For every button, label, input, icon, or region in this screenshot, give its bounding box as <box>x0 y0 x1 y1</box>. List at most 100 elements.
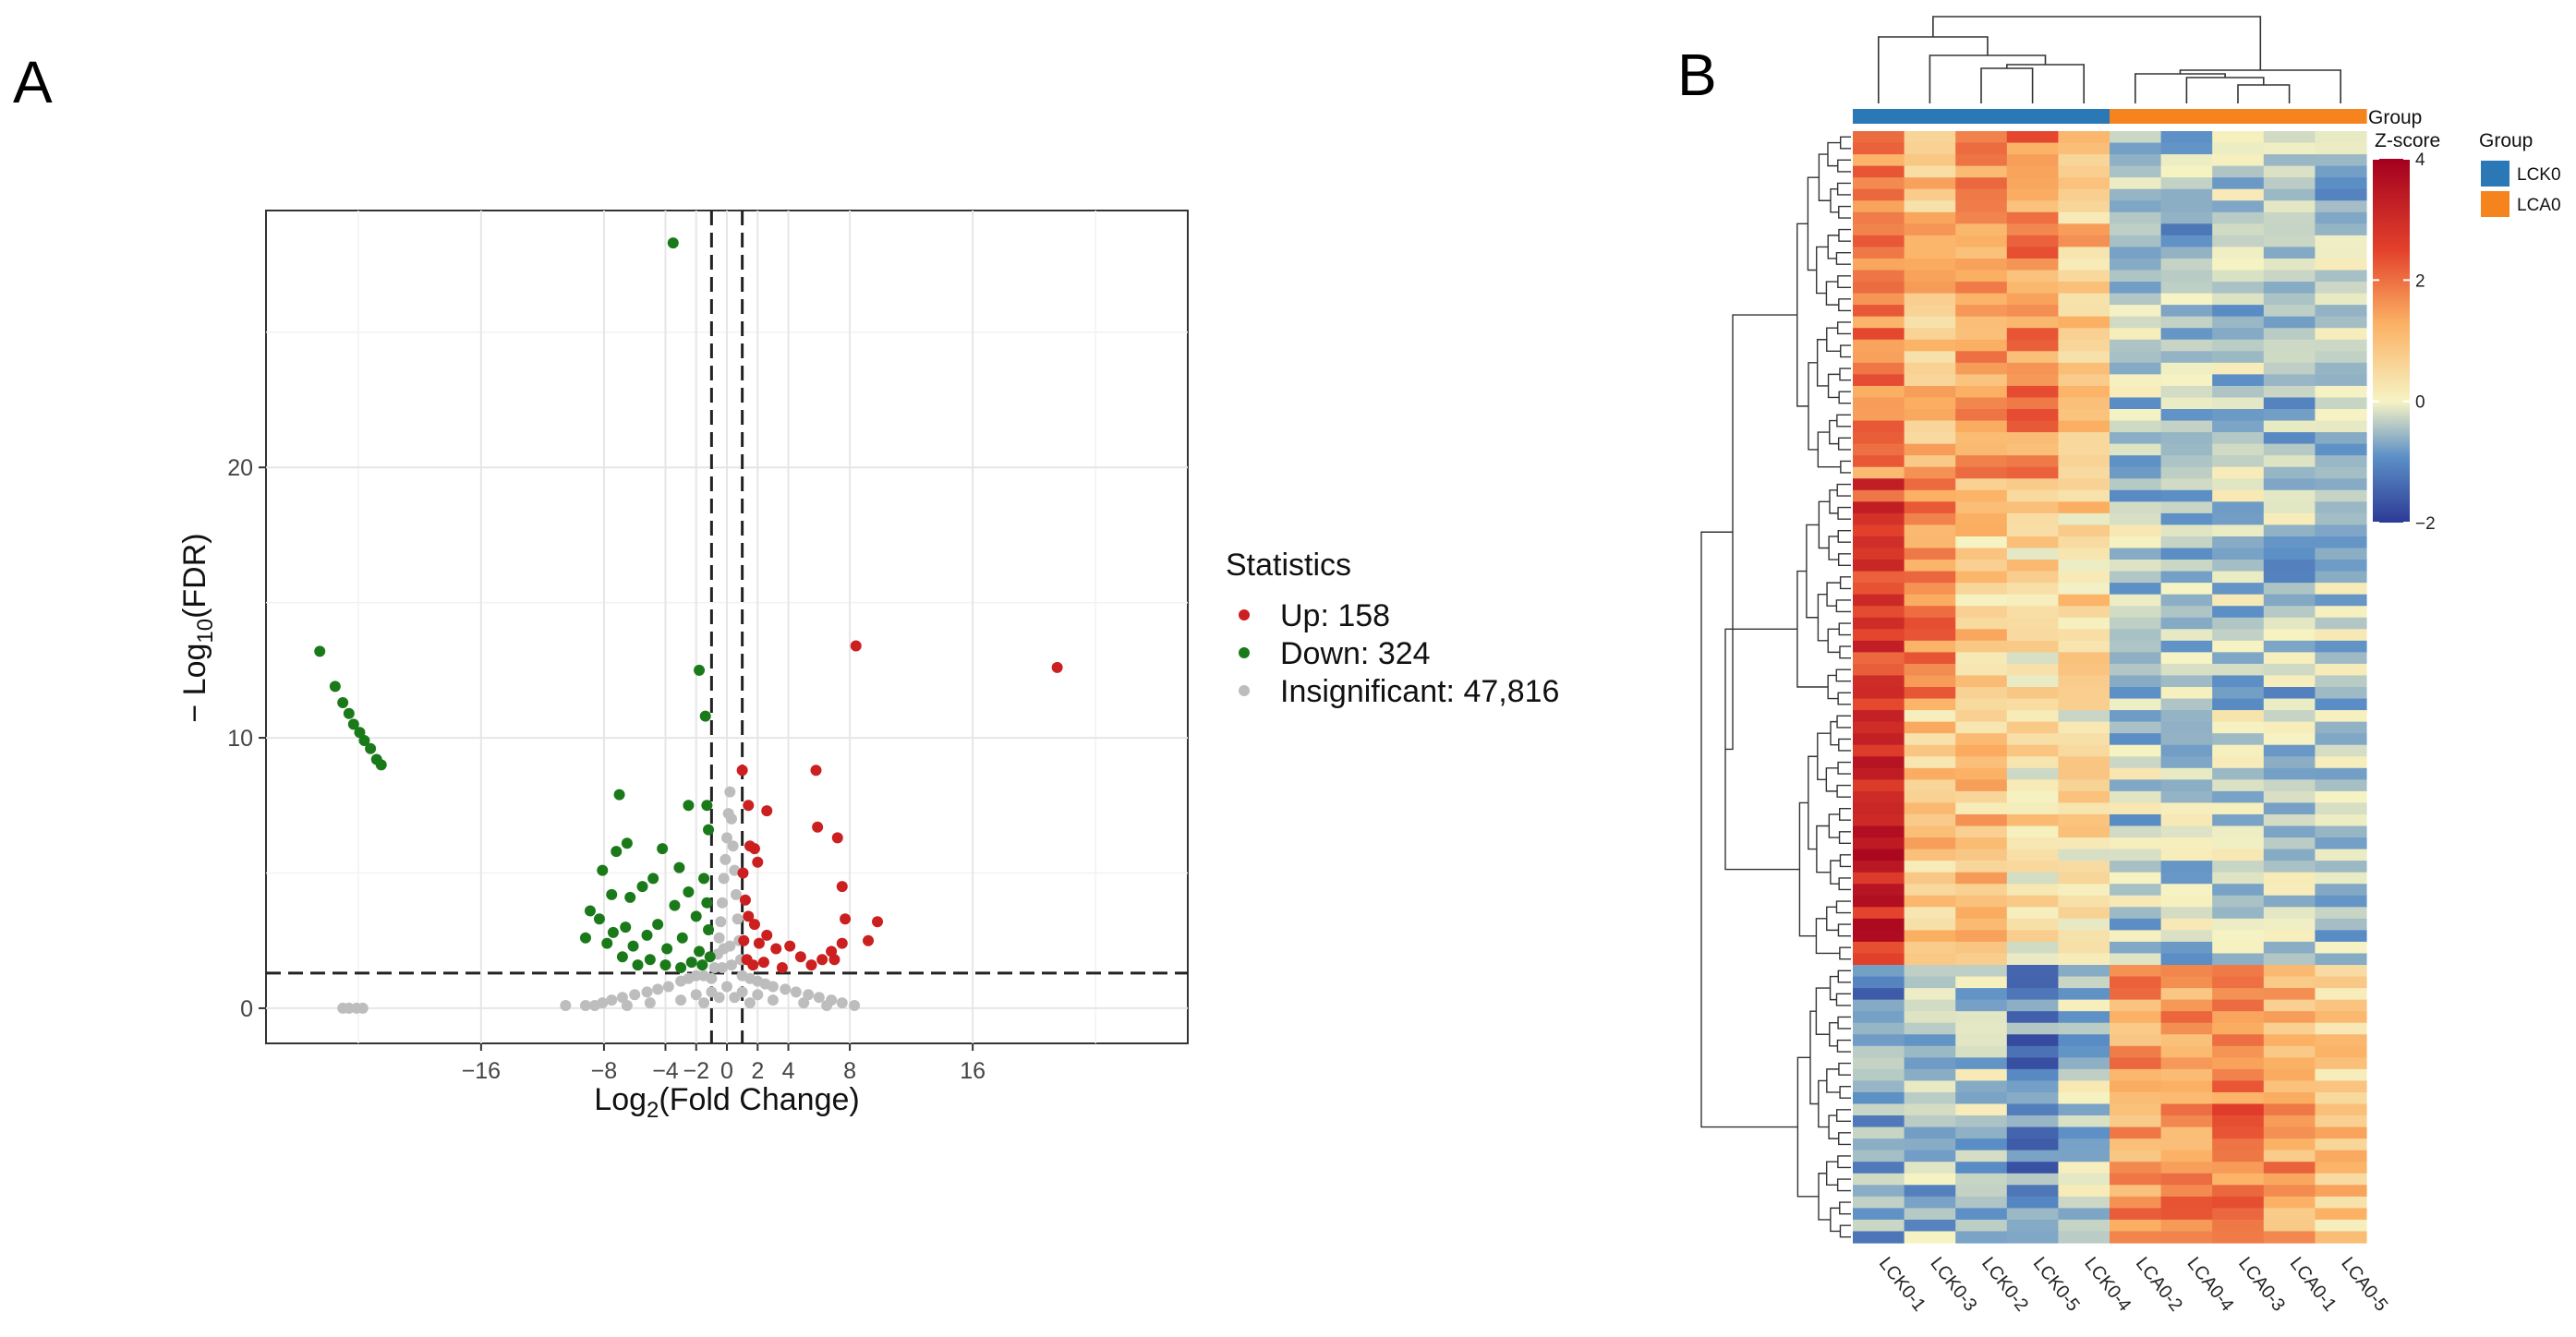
column-label: LCA0-5 <box>2337 1254 2391 1316</box>
heatmap-cell <box>1904 861 1956 873</box>
heatmap-cell <box>2263 1231 2316 1244</box>
heatmap-cell <box>2263 258 2316 271</box>
heatmap-cell <box>2263 282 2316 295</box>
heatmap-cell <box>2058 489 2110 502</box>
heatmap-cell <box>1904 606 1956 619</box>
heatmap-cell <box>1904 825 1956 838</box>
point-up <box>794 951 806 963</box>
heatmap-cell <box>1853 420 1905 433</box>
heatmap-cell <box>2160 988 2213 1001</box>
heatmap-cell <box>2263 1115 2316 1128</box>
heatmap-cell <box>2160 1115 2213 1128</box>
dendrogram-branch <box>1817 431 1841 468</box>
heatmap-cell <box>2263 779 2316 792</box>
heatmap-cell <box>2006 965 2059 978</box>
heatmap-cell <box>2315 1022 2367 1035</box>
point-up <box>761 805 773 817</box>
heatmap-cell <box>1853 142 1905 155</box>
point-insignificant <box>706 972 718 984</box>
heatmap-cells <box>1853 131 2367 1244</box>
heatmap-cell <box>2110 733 2162 746</box>
heatmap-cell <box>2006 223 2059 236</box>
heatmap-cell <box>2315 895 2367 908</box>
heatmap-cell <box>2110 606 2162 619</box>
heatmap-cell <box>1904 177 1956 190</box>
point-up <box>872 916 884 928</box>
point-insignificant <box>644 997 656 1009</box>
heatmap-cell <box>2006 1068 2059 1082</box>
dendrogram-branch <box>1836 414 1851 428</box>
heatmap-cell <box>2006 1208 2059 1221</box>
heatmap-cell <box>2263 223 2316 236</box>
point-insignificant <box>717 897 729 909</box>
point-up <box>836 937 848 949</box>
heatmap-cell <box>2160 1173 2213 1186</box>
heatmap-cell <box>2160 211 2213 224</box>
heatmap-cell <box>2110 235 2162 248</box>
point-insignificant <box>579 1000 591 1011</box>
heatmap-cell <box>2160 698 2213 711</box>
heatmap-cell <box>1955 432 2008 445</box>
heatmap-cell <box>2160 825 2213 838</box>
heatmap-cell <box>2263 1173 2316 1186</box>
heatmap-cell <box>2160 663 2213 677</box>
heatmap-cell <box>2160 802 2213 815</box>
heatmap-cell <box>2006 1231 2059 1244</box>
heatmap-cell <box>2315 1231 2367 1244</box>
dendrogram-branch <box>1796 223 1808 407</box>
heatmap-cell <box>1904 779 1956 792</box>
dendrogram-branch <box>2179 69 2341 103</box>
heatmap-cell <box>2212 432 2265 445</box>
heatmap-cell <box>1955 282 2008 295</box>
heatmap-cell <box>1955 536 2008 549</box>
point-down <box>661 943 673 955</box>
heatmap-cell <box>1853 744 1905 757</box>
heatmap-cell <box>2263 698 2316 711</box>
heatmap-cell <box>2160 617 2213 630</box>
point-down <box>347 718 359 730</box>
heatmap-cell <box>2315 849 2367 861</box>
heatmap-cell <box>2058 443 2110 456</box>
heatmap-cell <box>2058 583 2110 596</box>
heatmap-cell <box>2006 733 2059 746</box>
heatmap-cell <box>2110 779 2162 792</box>
heatmap-cell <box>2212 1115 2265 1128</box>
heatmap-cell <box>2006 362 2059 375</box>
dendrogram-branch <box>1796 1056 1820 1198</box>
heatmap-cell <box>2263 1022 2316 1035</box>
heatmap-cell <box>2110 339 2162 352</box>
heatmap-cell <box>1955 397 2008 410</box>
point-down <box>627 940 639 952</box>
heatmap-cell <box>1904 1126 1956 1139</box>
heatmap-cell <box>2006 813 2059 827</box>
point-up <box>850 640 862 652</box>
heatmap-cell <box>2263 861 2316 873</box>
point-down <box>696 959 708 971</box>
point-insignificant <box>357 1002 369 1014</box>
series-insignificant <box>337 786 861 1014</box>
heatmap-cell <box>2263 571 2316 584</box>
dendrogram-branch <box>1826 1068 1841 1093</box>
heatmap-cell <box>2263 733 2316 746</box>
y-axis-label: − Log10(FDR) <box>177 533 218 722</box>
heatmap-cell <box>2212 200 2265 213</box>
heatmap-cell <box>1853 1045 1905 1058</box>
x-tick-label: −2 <box>683 1058 709 1084</box>
heatmap-cell <box>1955 316 2008 329</box>
heatmap-cell <box>2160 478 2213 491</box>
heatmap-cell <box>2058 1231 2110 1244</box>
heatmap-cell <box>2058 1185 2110 1198</box>
heatmap-cell <box>2263 1057 2316 1070</box>
heatmap-cell <box>1853 790 1905 804</box>
heatmap-cell <box>1955 1080 2008 1093</box>
heatmap-cell <box>2110 976 2162 989</box>
heatmap-cell <box>1955 617 2008 630</box>
heatmap-cell <box>1904 1231 1956 1244</box>
heatmap-cell <box>2263 536 2316 549</box>
heatmap-cell <box>2006 675 2059 688</box>
heatmap-cell <box>1904 1150 1956 1162</box>
heatmap-cell <box>2160 1150 2213 1162</box>
heatmap-cell <box>1955 999 2008 1012</box>
heatmap-cell <box>1853 1150 1905 1162</box>
heatmap-cell <box>2006 895 2059 908</box>
